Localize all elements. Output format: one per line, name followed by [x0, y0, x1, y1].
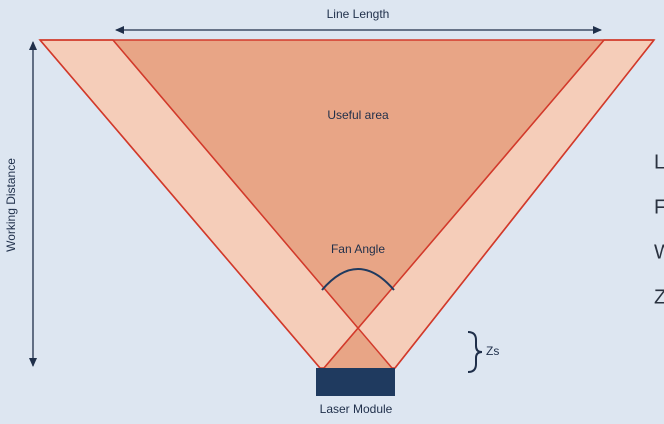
side-text: L: [654, 151, 664, 173]
edges: [39, 39, 655, 369]
overlap: [324, 328, 392, 368]
laser-module: [316, 368, 395, 396]
fan-angle-label: Fan Angle: [331, 242, 385, 256]
zs-brace: [467, 331, 483, 373]
useful-area: [113, 40, 604, 328]
useful-area-label: Useful area: [327, 108, 389, 122]
laser-module-label: Laser Module: [320, 402, 393, 416]
zs-label: Zs: [486, 344, 499, 358]
side-text: Z: [654, 286, 664, 308]
working-distance-label: Working Distance: [4, 158, 18, 252]
fan-angle-arc: [321, 268, 395, 291]
side-text: W: [654, 241, 664, 263]
line-length-label: Line Length: [327, 7, 390, 21]
side-text: F: [654, 196, 664, 218]
